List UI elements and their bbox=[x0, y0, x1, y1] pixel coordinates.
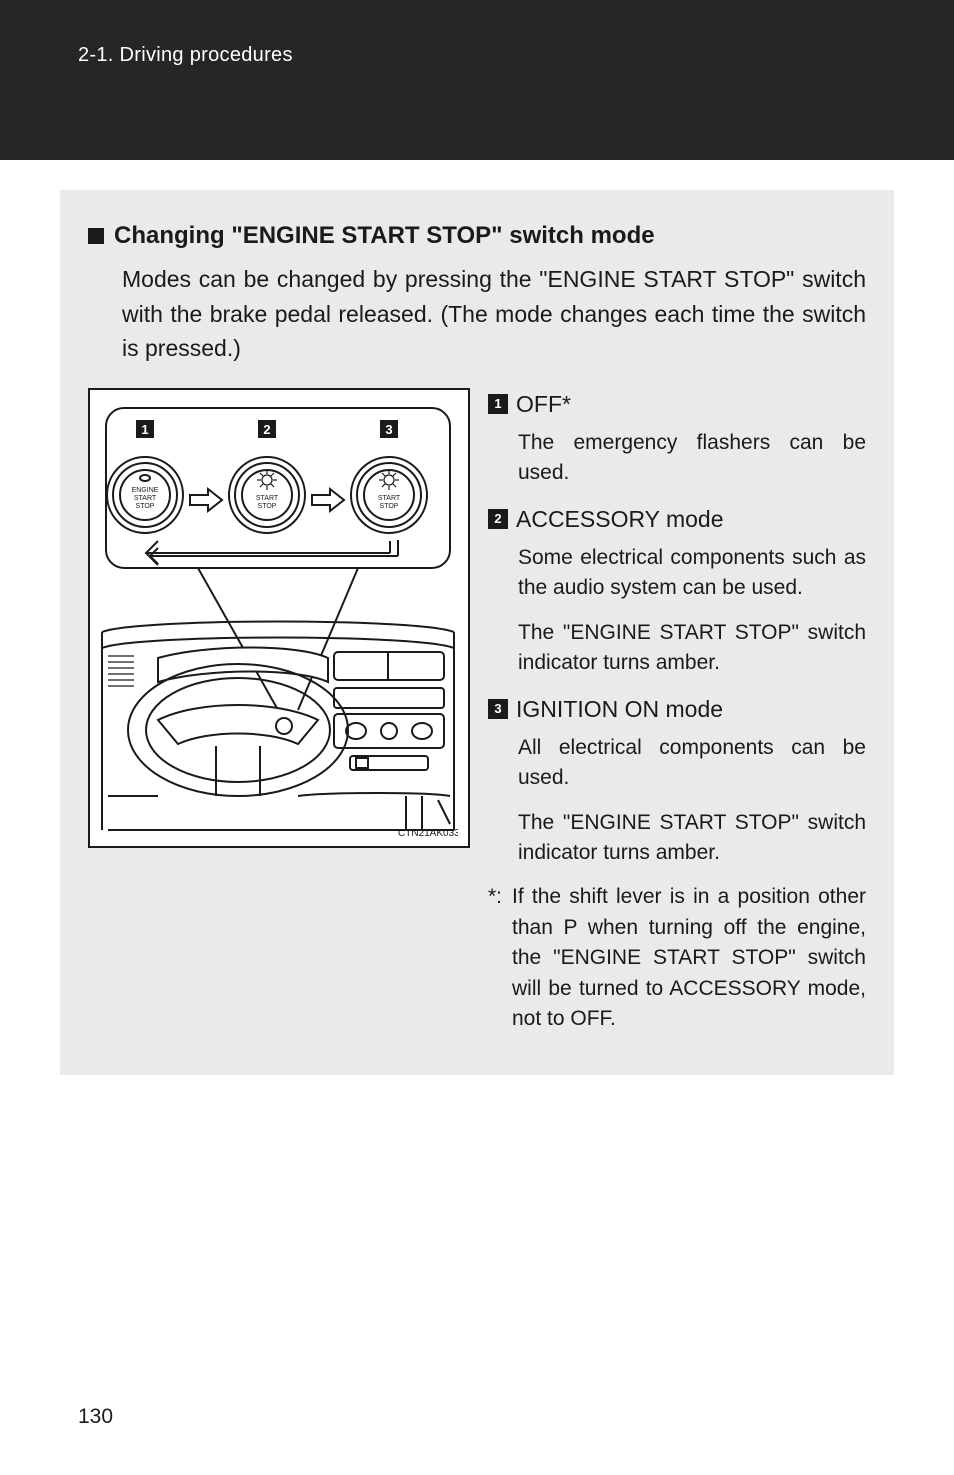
svg-text:START: START bbox=[256, 495, 279, 502]
diagram: 1 2 3 ENGINE START STOP bbox=[88, 388, 470, 848]
svg-text:STOP: STOP bbox=[136, 503, 155, 510]
svg-text:START: START bbox=[378, 495, 401, 502]
page-number: 130 bbox=[78, 1405, 113, 1429]
mode-desc: The "ENGINE START STOP" switch indicator… bbox=[518, 808, 866, 869]
mode-item: 2 ACCESSORY mode Some electrical compone… bbox=[488, 503, 866, 679]
mode-label-text: IGNITION ON mode bbox=[516, 693, 723, 725]
footnote-mark: *: bbox=[488, 882, 512, 1034]
mode-desc: The emergency flashers can be used. bbox=[518, 428, 866, 489]
footnote-text: If the shift lever is in a position othe… bbox=[512, 882, 866, 1034]
diagram-svg: 1 2 3 ENGINE START STOP bbox=[98, 400, 458, 840]
mode-item: 3 IGNITION ON mode All electrical compon… bbox=[488, 693, 866, 869]
heading-bullet-icon bbox=[88, 228, 104, 244]
mode-num-badge: 1 bbox=[488, 394, 508, 414]
mode-item: 1 OFF* The emergency flashers can be use… bbox=[488, 388, 866, 489]
svg-text:START: START bbox=[134, 495, 157, 502]
mode-label-text: ACCESSORY mode bbox=[516, 503, 724, 535]
heading-text: Changing "ENGINE START STOP" switch mode bbox=[114, 222, 655, 249]
svg-text:ENGINE: ENGINE bbox=[132, 487, 159, 494]
mode-label-text: OFF* bbox=[516, 388, 571, 420]
content-panel: Changing "ENGINE START STOP" switch mode… bbox=[60, 190, 894, 1075]
svg-text:STOP: STOP bbox=[380, 503, 399, 510]
callout-num-3: 3 bbox=[385, 422, 392, 437]
mode-num-badge: 2 bbox=[488, 509, 508, 529]
modes-column: 1 OFF* The emergency flashers can be use… bbox=[488, 388, 866, 1035]
footnote: *: If the shift lever is in a position o… bbox=[488, 882, 866, 1034]
section-heading: Changing "ENGINE START STOP" switch mode bbox=[88, 222, 866, 250]
diagram-ref: CTN21AK033 bbox=[398, 828, 458, 839]
callout-num-1: 1 bbox=[141, 422, 148, 437]
header-band: 2-1. Driving procedures bbox=[0, 0, 954, 160]
section-intro: Modes can be changed by pressing the "EN… bbox=[122, 262, 866, 366]
mode-num-badge: 3 bbox=[488, 699, 508, 719]
mode-desc: All electrical components can be used. bbox=[518, 733, 866, 794]
mode-desc: The "ENGINE START STOP" switch indicator… bbox=[518, 618, 866, 679]
mode-desc: Some electrical components such as the a… bbox=[518, 543, 866, 604]
callout-num-2: 2 bbox=[263, 422, 270, 437]
breadcrumb: 2-1. Driving procedures bbox=[78, 44, 954, 67]
dashboard-illustration bbox=[102, 621, 454, 830]
svg-text:STOP: STOP bbox=[258, 503, 277, 510]
two-column-layout: 1 2 3 ENGINE START STOP bbox=[88, 388, 866, 1035]
